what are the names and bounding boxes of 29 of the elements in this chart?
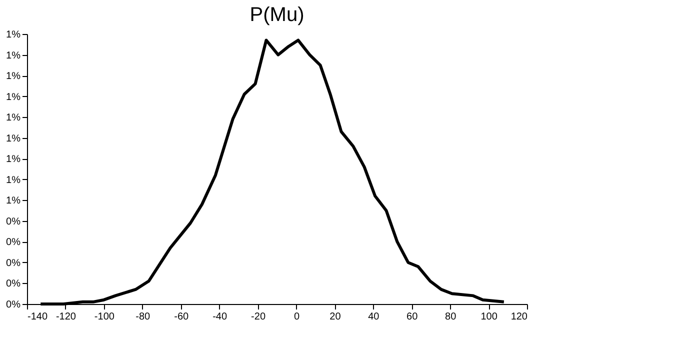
- x-tick-label: -20: [251, 312, 266, 322]
- x-tick-label: 0: [294, 312, 300, 322]
- y-tick-label: 0%: [6, 300, 21, 310]
- x-tick-label: 120: [510, 312, 528, 322]
- y-tick-label: 0%: [6, 258, 21, 269]
- x-tick-label: 80: [445, 312, 457, 322]
- y-tick-label: 0%: [6, 216, 21, 228]
- y-tick-label: 0%: [6, 278, 21, 290]
- y-tick-label: 1%: [6, 30, 21, 40]
- x-tick-label: 60: [406, 312, 418, 322]
- x-tick-label: -140: [28, 312, 48, 322]
- y-tick-label: 1%: [6, 196, 21, 207]
- x-tick-label: -40: [212, 312, 228, 322]
- y-tick-label: 0%: [6, 237, 21, 248]
- y-tick-label: 1%: [6, 174, 21, 186]
- x-tick-label: -100: [94, 312, 115, 322]
- x-tick-label: 20: [330, 312, 342, 322]
- y-tick-label: 1%: [6, 133, 21, 144]
- y-tick-label: 1%: [6, 50, 21, 62]
- x-tick-label: 40: [368, 312, 380, 322]
- chart-title: P(Mu): [250, 4, 304, 26]
- x-tick-label: -60: [174, 312, 190, 322]
- y-tick-label: 1%: [6, 71, 21, 82]
- y-tick-label: 1%: [6, 112, 21, 124]
- y-tick-label: 1%: [6, 154, 21, 166]
- y-tick-label: 1%: [6, 92, 21, 103]
- x-tick-label: 100: [480, 312, 498, 322]
- x-tick-label: -80: [136, 312, 151, 322]
- x-tick-label: -120: [56, 312, 76, 322]
